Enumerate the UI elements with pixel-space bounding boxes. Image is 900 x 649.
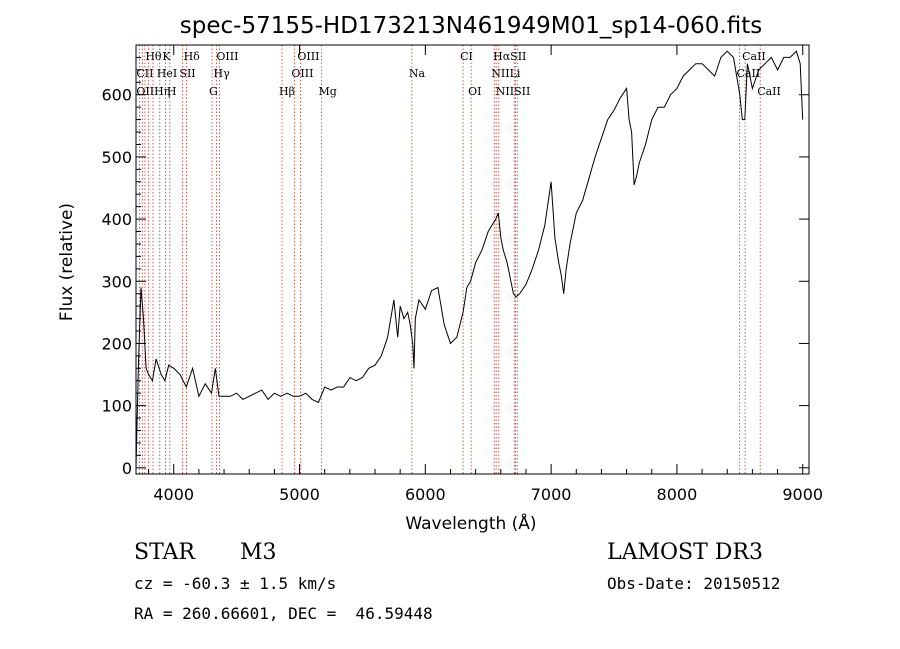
emission-line-label: G (209, 85, 218, 98)
emission-line-label: CaII (737, 67, 761, 80)
emission-line-label: Hγ (214, 67, 231, 80)
y-tick-label: 300 (101, 272, 132, 291)
redshift-cz: cz = -60.3 ± 1.5 km/s (134, 574, 337, 593)
emission-line-label: CII (136, 67, 153, 80)
emission-line-label: Mg (319, 85, 337, 98)
emission-line-label: Hδ (184, 50, 201, 63)
emission-line-label: CaII (742, 50, 766, 63)
x-axis-label: Wavelength (Å) (405, 512, 536, 534)
x-axis-ticks: 4000 5000 6000 7000 8000 9000 (148, 45, 823, 504)
object-subclass: M3 (240, 540, 277, 565)
emission-line-labels: Hθ K Hδ OIII OIII CI HαSII CaII CII HeI SII Hγ OIII N… (136, 50, 780, 98)
x-tick-label: 9000 (782, 485, 823, 504)
y-tick-label: 400 (101, 210, 132, 229)
plot-frame (135, 44, 810, 475)
coordinates: RA = 260.66601, DEC = 46.59448 (134, 604, 433, 623)
emission-line-label: NIISII (496, 85, 531, 98)
emission-line-label: HeI (157, 67, 177, 80)
emission-line-label: OIII (297, 50, 319, 63)
emission-line-label: OIII (216, 50, 238, 63)
emission-line-label: OI (468, 85, 481, 98)
emission-line-label: CaII (757, 85, 781, 98)
x-tick-label: 7000 (531, 485, 572, 504)
observation-date: Obs-Date: 20150512 (607, 574, 781, 593)
y-tick-label: 100 (101, 397, 132, 416)
emission-line-label: OIII (291, 67, 313, 80)
x-tick-label: 8000 (657, 485, 698, 504)
emission-line-label: HαSII (493, 50, 526, 63)
spectrum-line (135, 50, 804, 468)
emission-line-label: Na (409, 67, 426, 80)
emission-line-label: K (162, 50, 171, 63)
y-tick-label: 0 (122, 459, 132, 478)
chart-title: spec-57155-HD173213N461949M01_sp14-060.f… (180, 13, 762, 39)
y-axis-ticks: 0 100 200 300 400 500 600 (101, 56, 809, 478)
x-tick-label: 4000 (153, 485, 194, 504)
emission-line-label: Hβ (279, 85, 295, 98)
emission-line-label: H (167, 85, 177, 98)
emission-line-label: OIIHη (136, 85, 170, 98)
x-tick-label: 6000 (405, 485, 446, 504)
x-tick-label: 5000 (279, 485, 320, 504)
emission-line-label: Hθ (145, 50, 162, 63)
spectrum-chart: spec-57155-HD173213N461949M01_sp14-060.f… (57, 13, 823, 534)
emission-line-label: CI (460, 50, 473, 63)
object-class: STAR (134, 540, 195, 565)
survey-name: LAMOST DR3 (607, 540, 763, 565)
y-tick-label: 200 (101, 334, 132, 353)
emission-line-markers (138, 45, 761, 474)
emission-line-label: SII (179, 67, 195, 80)
y-tick-label: 600 (101, 86, 132, 105)
y-axis-label: Flux (relative) (57, 203, 77, 321)
y-tick-label: 500 (101, 148, 132, 167)
emission-line-label: NIILi (491, 67, 521, 80)
